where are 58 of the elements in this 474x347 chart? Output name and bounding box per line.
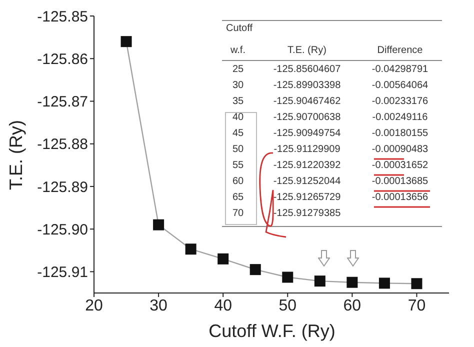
annotation: Cutoff xyxy=(226,23,252,34)
annotation: -125.89903398 xyxy=(272,80,342,91)
y-tick-label: -125.88 xyxy=(37,136,88,154)
y-axis-title: T.E. (Ry) xyxy=(6,120,26,190)
annotation: 70 xyxy=(231,208,245,219)
annotation: 35 xyxy=(231,96,245,107)
annotation: -125.91279385 xyxy=(272,208,342,219)
annotation: -0.04298791 xyxy=(370,64,430,75)
annotation: -0.00031652 xyxy=(370,160,430,171)
annotation: w.f. xyxy=(229,45,246,56)
point xyxy=(218,253,229,264)
annotation: 65 xyxy=(231,192,245,203)
annotation: -0.00564064 xyxy=(370,80,430,91)
x-tick-label: 30 xyxy=(150,297,168,314)
y-tick-label: -125.86 xyxy=(37,50,88,68)
point xyxy=(314,276,326,287)
annotation: 55 xyxy=(231,160,245,171)
x-tick-label: 40 xyxy=(214,297,232,314)
point xyxy=(378,278,390,289)
point xyxy=(153,219,164,230)
annotation: -0.00233176 xyxy=(370,96,430,107)
annotation: 25 xyxy=(231,64,245,75)
y-tick-label: -125.91 xyxy=(37,264,88,282)
x-tick-label: 60 xyxy=(343,297,362,314)
point xyxy=(411,278,422,290)
annotation: -0.00090483 xyxy=(370,144,430,155)
annotation: -0.00180155 xyxy=(370,128,430,139)
x-tick-label: 70 xyxy=(408,297,426,314)
annotation: -125.91129909 xyxy=(272,144,342,155)
point xyxy=(120,36,132,48)
x-axis-title: Cutoff W.F. (Ry) xyxy=(208,321,336,341)
annotation: -125.91252044 xyxy=(272,176,342,187)
annotation: 60 xyxy=(231,176,245,187)
x-tick-label: 50 xyxy=(278,297,297,314)
annotation: -0.00013685 xyxy=(370,176,430,187)
annotation: -125.90700638 xyxy=(272,112,342,123)
annotation: Difference xyxy=(376,45,424,56)
annotation: -125.90467462 xyxy=(272,96,342,107)
annotation: 30 xyxy=(231,80,245,91)
annotation: 45 xyxy=(231,128,245,139)
y-tick-label: -125.87 xyxy=(37,94,88,111)
x-tick-label: 20 xyxy=(85,297,103,314)
annotation: -125.91265729 xyxy=(272,192,342,203)
y-tick-label: -125.89 xyxy=(37,178,88,196)
annotation: -0.00249116 xyxy=(371,112,429,123)
annotation: T.E. (Ry) xyxy=(286,45,328,56)
annotation: -0.00013656 xyxy=(370,192,430,203)
point xyxy=(185,244,196,255)
y-tick-label: -125.85 xyxy=(37,8,88,26)
annotation: 50 xyxy=(231,144,245,155)
annotation: -125.91220392 xyxy=(272,160,342,171)
point xyxy=(250,264,261,276)
point xyxy=(346,276,358,288)
annotation: -125.85604607 xyxy=(272,64,342,75)
point xyxy=(282,272,294,283)
annotation: 40 xyxy=(231,112,245,123)
annotation: -125.90949754 xyxy=(272,128,342,139)
y-tick-label: -125.90 xyxy=(37,221,88,238)
